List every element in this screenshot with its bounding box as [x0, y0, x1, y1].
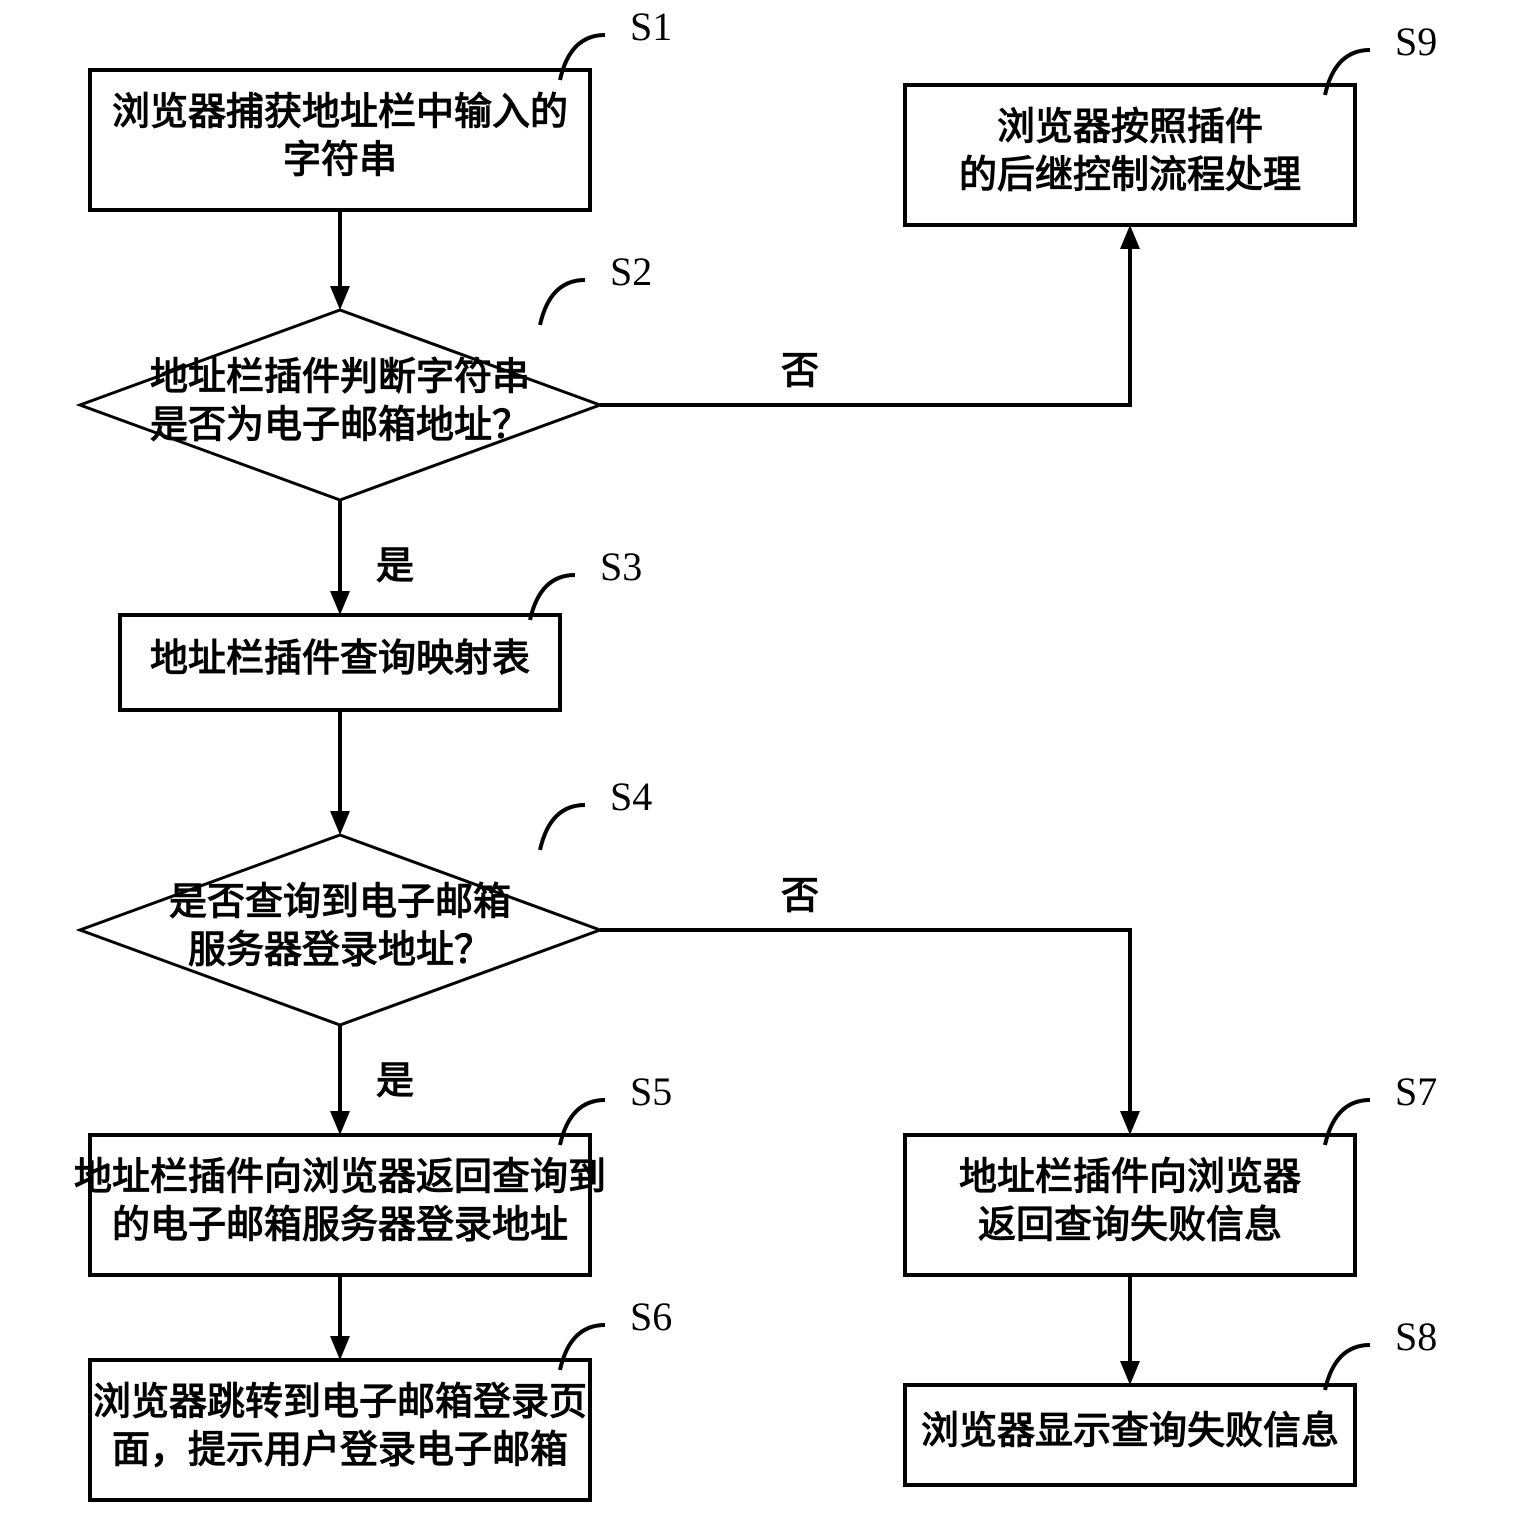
- node-text-line: 面，提示用户登录电子邮箱: [112, 1430, 568, 1472]
- edge-label: 是: [376, 546, 414, 588]
- node-text-line: 地址栏插件查询映射表: [150, 638, 530, 680]
- node-text-line: 服务器登录地址？: [188, 930, 492, 972]
- node-text-line: 返回查询失败信息: [978, 1205, 1282, 1247]
- node-text-line: 地址栏插件向浏览器返回查询到: [74, 1157, 606, 1199]
- step-tag: S1: [630, 4, 672, 49]
- step-tag: S9: [1395, 19, 1437, 64]
- node-text-line: 浏览器捕获地址栏中输入的: [112, 92, 568, 134]
- flow-edge: [600, 249, 1130, 405]
- node-text-line: 地址栏插件判断字符串: [150, 357, 530, 399]
- arrowhead: [1120, 1111, 1140, 1135]
- node-text-line: 是否查询到电子邮箱: [169, 882, 511, 924]
- node-text-line: 浏览器跳转到电子邮箱登录页: [93, 1382, 587, 1424]
- node-text-line: 的电子邮箱服务器登录地址: [112, 1205, 568, 1247]
- edge-label: 否: [781, 876, 819, 918]
- arrowhead: [330, 591, 350, 615]
- arrowhead: [1120, 1361, 1140, 1385]
- step-tag: S8: [1395, 1314, 1437, 1359]
- tag-hook: [540, 280, 585, 325]
- tag-hook: [540, 805, 585, 850]
- step-tag: S2: [610, 249, 652, 294]
- arrowhead: [330, 286, 350, 310]
- node-text-line: 浏览器显示查询失败信息: [921, 1411, 1339, 1453]
- step-tag: S4: [610, 774, 652, 819]
- edge-label: 否: [781, 351, 819, 393]
- step-tag: S6: [630, 1294, 672, 1339]
- node-text-line: 字符串: [283, 140, 397, 182]
- arrowhead: [1120, 225, 1140, 249]
- edge-label: 是: [376, 1061, 414, 1103]
- flow-edge: [600, 930, 1130, 1111]
- arrowhead: [330, 1111, 350, 1135]
- arrowhead: [330, 811, 350, 835]
- node-text-line: 是否为电子邮箱地址？: [150, 405, 530, 447]
- step-tag: S5: [630, 1069, 672, 1114]
- arrowhead: [330, 1336, 350, 1360]
- node-text-line: 地址栏插件向浏览器: [959, 1157, 1302, 1199]
- step-tag: S7: [1395, 1069, 1437, 1114]
- node-text-line: 的后继控制流程处理: [959, 155, 1301, 197]
- node-text-line: 浏览器按照插件: [997, 107, 1263, 149]
- step-tag: S3: [600, 544, 642, 589]
